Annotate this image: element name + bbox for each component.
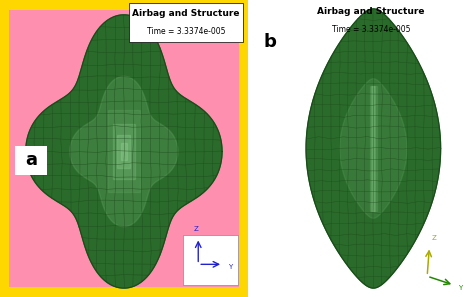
Polygon shape — [340, 79, 407, 218]
Text: Y: Y — [459, 285, 463, 291]
Polygon shape — [113, 124, 135, 179]
Text: Z: Z — [431, 235, 436, 241]
Text: Z: Z — [194, 226, 198, 232]
Bar — [129, 3, 243, 42]
Polygon shape — [108, 110, 140, 192]
Polygon shape — [371, 86, 375, 211]
Text: Time = 3.3374e-005: Time = 3.3374e-005 — [147, 27, 225, 37]
Polygon shape — [70, 76, 178, 227]
Polygon shape — [118, 135, 130, 168]
Polygon shape — [26, 15, 222, 288]
Text: Airbag and Structure: Airbag and Structure — [317, 7, 425, 16]
Polygon shape — [370, 86, 377, 211]
Text: Y: Y — [228, 264, 232, 270]
Polygon shape — [121, 143, 127, 160]
Text: a: a — [25, 151, 37, 169]
Bar — [15, 146, 47, 175]
Text: Airbag and Structure: Airbag and Structure — [132, 9, 240, 18]
Polygon shape — [372, 86, 374, 211]
Bar — [183, 235, 238, 285]
Polygon shape — [306, 9, 441, 288]
Text: b: b — [264, 33, 277, 51]
Text: Time = 3.3374e-005: Time = 3.3374e-005 — [332, 25, 410, 34]
